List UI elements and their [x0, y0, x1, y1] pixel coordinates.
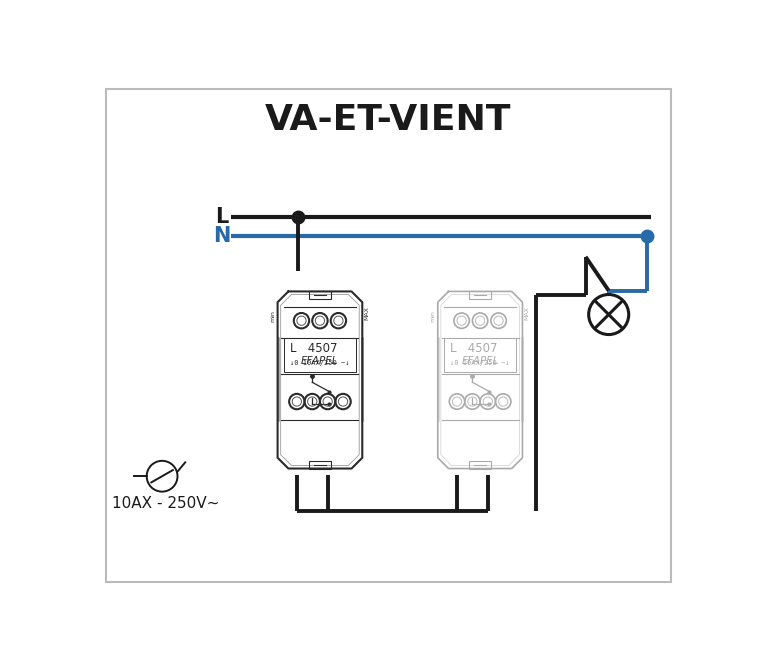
Bar [283, 337, 356, 373]
Text: min: min [271, 310, 275, 322]
Bar [309, 461, 330, 469]
Bar [469, 461, 491, 469]
Circle shape [147, 461, 177, 491]
Text: L   4507: L 4507 [450, 342, 498, 355]
Text: VA-ET-VIENT: VA-ET-VIENT [265, 103, 512, 137]
Bar [444, 337, 516, 373]
Text: L   4507: L 4507 [290, 342, 337, 355]
Text: min: min [431, 310, 435, 322]
Text: L: L [215, 207, 228, 226]
Text: MAX: MAX [525, 306, 530, 320]
Bar [469, 291, 491, 299]
Text: MAX: MAX [365, 306, 370, 320]
Text: EFAPEL: EFAPEL [462, 356, 499, 366]
Text: ↓0 10AX/250 ~↓: ↓0 10AX/250 ~↓ [290, 360, 349, 366]
Circle shape [589, 295, 628, 335]
Text: EFAPEL: EFAPEL [301, 356, 339, 366]
Text: ↓0 10AX/250 ~↓: ↓0 10AX/250 ~↓ [450, 360, 510, 366]
Bar [309, 291, 330, 299]
Text: 10AX - 250V~: 10AX - 250V~ [112, 496, 220, 511]
Text: N: N [213, 226, 230, 246]
